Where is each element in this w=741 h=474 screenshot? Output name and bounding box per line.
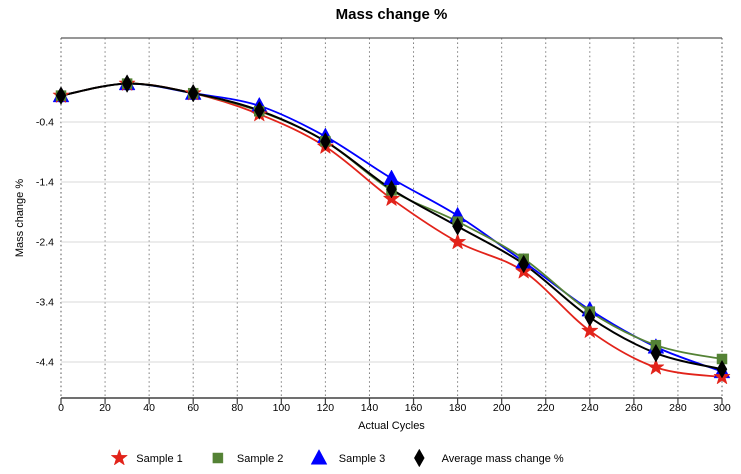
svg-text:-2.4: -2.4 (36, 237, 54, 249)
svg-text:Average mass change %: Average mass change % (442, 453, 564, 465)
svg-text:200: 200 (493, 402, 511, 414)
svg-text:140: 140 (361, 402, 379, 414)
svg-text:220: 220 (537, 402, 555, 414)
svg-text:280: 280 (669, 402, 687, 414)
svg-text:0: 0 (58, 402, 64, 414)
svg-text:100: 100 (273, 402, 291, 414)
svg-text:180: 180 (449, 402, 467, 414)
svg-text:Sample 3: Sample 3 (339, 453, 385, 465)
svg-text:60: 60 (187, 402, 199, 414)
svg-text:40: 40 (143, 402, 155, 414)
svg-text:-4.4: -4.4 (36, 357, 54, 369)
svg-text:20: 20 (99, 402, 111, 414)
svg-text:300: 300 (713, 402, 731, 414)
svg-text:120: 120 (317, 402, 335, 414)
svg-text:-3.4: -3.4 (36, 297, 54, 309)
svg-text:Sample 2: Sample 2 (237, 453, 283, 465)
svg-text:-0.4: -0.4 (36, 117, 54, 129)
svg-text:260: 260 (625, 402, 643, 414)
svg-text:Sample 1: Sample 1 (136, 453, 182, 465)
svg-text:240: 240 (581, 402, 599, 414)
svg-text:80: 80 (231, 402, 243, 414)
svg-text:160: 160 (405, 402, 423, 414)
svg-text:-1.4: -1.4 (36, 177, 54, 189)
